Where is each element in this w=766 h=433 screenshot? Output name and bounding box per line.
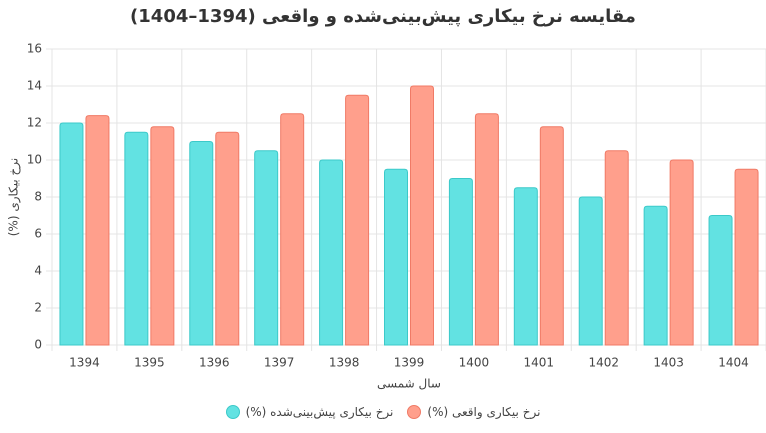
bar: [345, 94, 370, 346]
legend-item[interactable]: نرخ بیکاری پیش‌بینی‌شده (%): [225, 405, 394, 419]
bar: [254, 150, 279, 346]
bar: [513, 187, 538, 346]
x-tick-label: 1403: [653, 356, 684, 370]
bar: [604, 150, 629, 346]
x-tick-label: 1395: [134, 356, 165, 370]
x-tick-label: 1404: [718, 356, 749, 370]
y-tick-label: 6: [34, 227, 42, 241]
bar: [448, 178, 473, 346]
bar: [578, 196, 603, 346]
y-tick-label: 0: [34, 338, 42, 352]
legend-item[interactable]: نرخ بیکاری واقعی (%): [407, 405, 540, 419]
bar: [643, 205, 668, 346]
y-tick-label: 8: [34, 190, 42, 204]
y-tick-label: 4: [34, 264, 42, 278]
y-tick-label: 14: [27, 79, 42, 93]
y-tick-label: 16: [27, 42, 42, 56]
legend-swatch: [225, 405, 240, 419]
bar: [124, 131, 149, 346]
bar: [669, 159, 694, 346]
legend-label: نرخ بیکاری پیش‌بینی‌شده (%): [245, 405, 394, 419]
chart: مقایسه نرخ بیکاری پیش‌بینی‌شده و واقعی (…: [7, 6, 766, 391]
x-tick-label: 1399: [394, 356, 425, 370]
bar: [319, 159, 344, 346]
bar: [734, 168, 759, 346]
x-tick-label: 1402: [588, 356, 619, 370]
chart-title: مقایسه نرخ بیکاری پیش‌بینی‌شده و واقعی (…: [130, 6, 636, 27]
x-tick-label: 1401: [524, 356, 555, 370]
legend: نرخ بیکاری پیش‌بینی‌شده (%) نرخ بیکاری وا…: [0, 405, 766, 419]
x-tick-label: 1397: [264, 356, 295, 370]
y-tick-label: 2: [34, 301, 42, 315]
y-tick-label: 12: [27, 116, 42, 130]
x-tick-label: 1396: [199, 356, 230, 370]
x-tick-label: 1394: [69, 356, 100, 370]
bar: [708, 215, 733, 346]
bar: [539, 126, 564, 346]
bar: [384, 168, 408, 346]
bar: [410, 85, 434, 346]
bar: [474, 113, 499, 346]
x-axis-label: سال شمسی: [377, 377, 441, 391]
bar: [215, 131, 240, 346]
x-tick-label: 1398: [329, 356, 360, 370]
bar: [59, 122, 84, 346]
legend-swatch: [407, 405, 422, 419]
legend-label: نرخ بیکاری واقعی (%): [427, 405, 541, 419]
y-tick-label: 10: [27, 153, 42, 167]
x-tick-label: 1400: [459, 356, 490, 370]
bar: [150, 126, 175, 346]
bar: [189, 141, 214, 346]
bar: [280, 113, 305, 346]
y-axis-label: نرخ بیکاری (%): [7, 158, 22, 237]
bar: [85, 115, 110, 346]
